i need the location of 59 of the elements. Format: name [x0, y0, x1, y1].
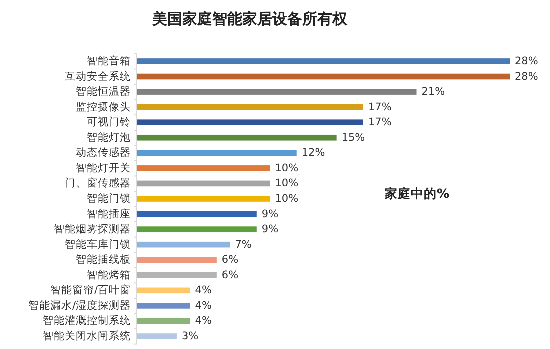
- data-label: 6%: [222, 269, 239, 282]
- bar: [137, 334, 177, 340]
- data-label: 4%: [195, 300, 212, 312]
- bar: [137, 288, 190, 294]
- data-label: 10%: [275, 178, 299, 190]
- bar: [137, 58, 510, 64]
- y-tick-label: 智能音箱: [87, 54, 131, 68]
- bar: [137, 303, 190, 309]
- y-tick-label: 门、窗传感器: [65, 176, 131, 190]
- bar: [137, 196, 270, 202]
- y-tick-label: 智能灯开关: [76, 161, 131, 174]
- bar: [137, 226, 257, 232]
- y-tick-label: 智能灯泡: [87, 130, 131, 144]
- data-label: 9%: [262, 224, 279, 236]
- chart-title: 美国家庭智能家居设备所有权: [152, 10, 348, 28]
- bar: [137, 134, 337, 141]
- bar: [137, 89, 417, 95]
- bar: [137, 150, 297, 156]
- data-label: 9%: [262, 208, 279, 220]
- data-label: 17%: [368, 101, 392, 114]
- bar: [137, 166, 270, 172]
- y-tick-label: 智能车库门锁: [65, 238, 131, 251]
- bar: [137, 272, 217, 278]
- y-tick-label: 可视门铃: [87, 116, 131, 129]
- data-label: 7%: [235, 238, 252, 251]
- y-tick-label: 智能漏水/湿度探测器: [28, 298, 131, 312]
- annotation: 家庭中的%: [384, 186, 450, 201]
- data-label: 28%: [515, 55, 538, 68]
- data-label: 12%: [302, 147, 326, 160]
- y-tick-label: 动态传感器: [76, 146, 131, 160]
- data-label: 4%: [195, 284, 212, 297]
- y-tick-label: 智能烟雾探测器: [54, 222, 131, 236]
- y-tick-label: 智能烤箱: [87, 268, 131, 282]
- y-tick-label: 智能关闭水闸系统: [43, 330, 131, 343]
- bar: [137, 318, 190, 324]
- data-label: 10%: [275, 162, 299, 174]
- bar: [137, 180, 270, 187]
- bar: [137, 211, 257, 218]
- data-label: 21%: [422, 86, 446, 98]
- data-label: 28%: [515, 70, 538, 83]
- data-label: 6%: [222, 254, 239, 266]
- bar: [137, 257, 217, 264]
- data-label: 10%: [275, 193, 299, 205]
- bar: [137, 242, 230, 248]
- data-label: 15%: [342, 132, 366, 144]
- data-label: 4%: [195, 315, 212, 328]
- data-label: 3%: [182, 330, 199, 343]
- y-tick-label: 智能门锁: [87, 192, 131, 205]
- y-tick-label: 智能窗帘/百叶窗: [50, 284, 131, 297]
- y-tick-label: 智能恒温器: [76, 85, 131, 98]
- y-tick-label: 监控摄像头: [76, 100, 131, 114]
- y-tick-label: 互动安全系统: [65, 70, 131, 83]
- bar: [137, 74, 510, 80]
- y-tick-label: 智能插线板: [76, 253, 131, 266]
- y-tick-label: 智能灌溉控制系统: [43, 314, 131, 328]
- data-label: 17%: [368, 116, 392, 129]
- bar: [137, 120, 364, 126]
- y-tick-label: 智能插座: [87, 207, 131, 220]
- bar: [137, 104, 364, 110]
